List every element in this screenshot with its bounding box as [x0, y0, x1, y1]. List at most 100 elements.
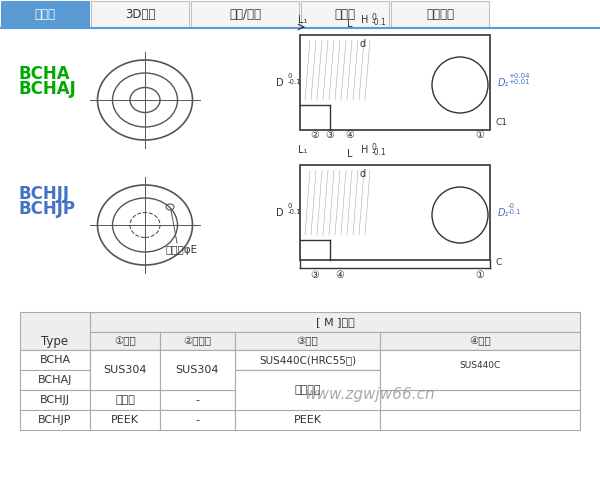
- Text: H: H: [361, 145, 368, 155]
- Text: 型号/交期: 型号/交期: [229, 8, 261, 21]
- Text: 聚缩醛: 聚缩醛: [115, 395, 135, 405]
- FancyBboxPatch shape: [380, 390, 580, 410]
- Text: H: H: [361, 15, 368, 25]
- Text: ③: ③: [311, 270, 319, 280]
- FancyBboxPatch shape: [391, 1, 489, 28]
- Text: -: -: [196, 415, 199, 425]
- Text: L: L: [347, 19, 353, 29]
- Text: D₁: D₁: [498, 77, 509, 87]
- FancyBboxPatch shape: [235, 370, 380, 410]
- FancyBboxPatch shape: [380, 350, 580, 370]
- Text: 0: 0: [372, 143, 377, 152]
- Text: ③主球: ③主球: [296, 336, 319, 346]
- FancyBboxPatch shape: [90, 410, 160, 430]
- FancyBboxPatch shape: [235, 370, 380, 390]
- FancyBboxPatch shape: [20, 370, 90, 390]
- FancyBboxPatch shape: [160, 410, 235, 430]
- Text: -: -: [196, 395, 199, 405]
- FancyBboxPatch shape: [160, 350, 235, 370]
- FancyBboxPatch shape: [1, 1, 89, 28]
- Text: SUS304: SUS304: [176, 365, 219, 375]
- Text: BCHJJ: BCHJJ: [18, 185, 69, 203]
- Text: PEEK: PEEK: [111, 415, 139, 425]
- Text: -0: -0: [508, 203, 515, 208]
- Text: 0: 0: [288, 204, 293, 209]
- Text: BCHAJ: BCHAJ: [18, 80, 76, 98]
- Text: ①主体: ①主体: [114, 336, 136, 346]
- Text: +0.01: +0.01: [508, 79, 530, 84]
- FancyBboxPatch shape: [91, 1, 189, 28]
- FancyBboxPatch shape: [235, 410, 380, 430]
- Text: D: D: [276, 77, 284, 87]
- Text: -0.1: -0.1: [508, 208, 522, 215]
- Text: L₁: L₁: [298, 145, 308, 155]
- Text: PEEK: PEEK: [293, 415, 322, 425]
- FancyBboxPatch shape: [380, 370, 580, 390]
- FancyBboxPatch shape: [90, 312, 580, 332]
- Text: ④: ④: [346, 130, 355, 140]
- FancyBboxPatch shape: [380, 332, 580, 350]
- Text: 0: 0: [288, 73, 293, 80]
- FancyBboxPatch shape: [191, 1, 299, 28]
- FancyBboxPatch shape: [90, 370, 160, 390]
- Text: C: C: [495, 258, 501, 267]
- Text: BCHJJ: BCHJJ: [40, 395, 70, 405]
- Text: BCHA: BCHA: [18, 65, 70, 83]
- Text: Type: Type: [41, 335, 68, 348]
- Text: SUS440C(HRC55～): SUS440C(HRC55～): [259, 355, 356, 365]
- Text: [ M ]材质: [ M ]材质: [316, 317, 355, 327]
- Text: +0.04: +0.04: [508, 72, 530, 79]
- Text: C1: C1: [495, 118, 507, 127]
- Text: 聚缩醛球: 聚缩醛球: [294, 385, 321, 395]
- Text: 3D预览: 3D预览: [125, 8, 155, 21]
- Text: BCHJP: BCHJP: [38, 415, 72, 425]
- FancyBboxPatch shape: [20, 390, 90, 410]
- FancyBboxPatch shape: [160, 390, 235, 410]
- Text: 尺寸图: 尺寸图: [35, 8, 56, 21]
- Text: www.zgwjw66.cn: www.zgwjw66.cn: [305, 387, 436, 403]
- Text: ③: ③: [326, 130, 334, 140]
- Bar: [300, 35, 490, 130]
- Text: ①: ①: [476, 130, 484, 140]
- Text: 规格表: 规格表: [335, 8, 355, 21]
- FancyBboxPatch shape: [235, 350, 380, 370]
- Text: 排水孔φE: 排水孔φE: [165, 245, 197, 255]
- Text: -0.1: -0.1: [288, 80, 302, 85]
- Text: SUS440C: SUS440C: [460, 361, 500, 371]
- FancyBboxPatch shape: [235, 332, 380, 350]
- Text: ④: ④: [335, 270, 344, 280]
- FancyBboxPatch shape: [20, 410, 90, 430]
- FancyBboxPatch shape: [380, 350, 580, 390]
- Text: d: d: [360, 169, 366, 179]
- FancyBboxPatch shape: [90, 350, 160, 390]
- Text: BCHAJ: BCHAJ: [38, 375, 72, 385]
- Text: 产品目录: 产品目录: [426, 8, 454, 21]
- Text: -0.1: -0.1: [288, 209, 302, 216]
- Text: D: D: [276, 207, 284, 217]
- Text: ②调整环: ②调整环: [184, 336, 212, 346]
- FancyBboxPatch shape: [20, 350, 90, 370]
- Text: 0: 0: [372, 13, 377, 22]
- FancyBboxPatch shape: [301, 1, 389, 28]
- FancyBboxPatch shape: [90, 332, 160, 350]
- Text: BCHJP: BCHJP: [18, 200, 75, 218]
- Text: -0.1: -0.1: [372, 18, 387, 27]
- FancyBboxPatch shape: [235, 390, 380, 410]
- Text: SUS304: SUS304: [103, 365, 147, 375]
- FancyBboxPatch shape: [20, 312, 90, 350]
- Text: d: d: [360, 39, 366, 49]
- Text: ④副球: ④副球: [469, 336, 491, 346]
- FancyBboxPatch shape: [90, 390, 160, 410]
- FancyBboxPatch shape: [160, 370, 235, 390]
- FancyBboxPatch shape: [90, 350, 160, 370]
- Text: L: L: [347, 149, 353, 159]
- Text: ①: ①: [476, 270, 484, 280]
- FancyBboxPatch shape: [380, 410, 580, 430]
- Text: L₁: L₁: [298, 15, 308, 25]
- Text: D₁: D₁: [498, 207, 509, 217]
- FancyBboxPatch shape: [160, 350, 235, 390]
- Text: ②: ②: [311, 130, 319, 140]
- Text: BCHA: BCHA: [40, 355, 71, 365]
- Bar: [300, 165, 490, 260]
- FancyBboxPatch shape: [160, 332, 235, 350]
